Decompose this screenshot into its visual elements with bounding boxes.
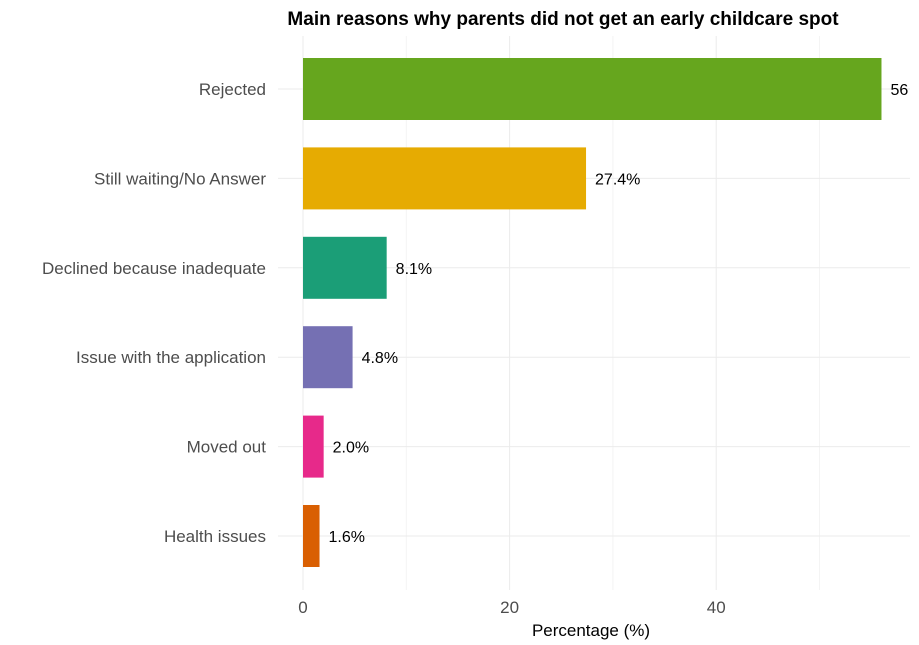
x-tick-label: 20 bbox=[500, 598, 519, 617]
category-label-health-issues: Health issues bbox=[164, 527, 266, 546]
chart-title: Main reasons why parents did not get an … bbox=[287, 9, 839, 30]
category-label-still-waiting-no-answer: Still waiting/No Answer bbox=[94, 169, 266, 188]
bars bbox=[303, 58, 882, 567]
x-tick-label: 40 bbox=[707, 598, 726, 617]
x-tick-label: 0 bbox=[298, 598, 307, 617]
bar-still-waiting-no-answer bbox=[303, 147, 587, 210]
bar-rejected bbox=[303, 58, 882, 120]
data-label-moved-out: 2.0% bbox=[333, 440, 369, 457]
category-labels: Rejected Still waiting/No Answer Declined … bbox=[42, 80, 266, 546]
data-label-still-waiting-no-answer: 27.4% bbox=[595, 171, 640, 188]
category-label-declined-because-inadequate: Declined because inadequate bbox=[42, 259, 266, 278]
data-label-issue-with-the-application: 4.8% bbox=[362, 350, 398, 367]
category-label-moved-out: Moved out bbox=[187, 438, 267, 457]
x-tick-labels: 0 20 40 bbox=[298, 598, 725, 617]
data-label-declined-because-inadequate: 8.1% bbox=[396, 261, 432, 278]
bar-declined-because-inadequate bbox=[303, 236, 387, 299]
bar-moved-out bbox=[303, 415, 324, 478]
bar-issue-with-the-application bbox=[303, 326, 353, 389]
x-axis-title: Percentage (%) bbox=[532, 621, 650, 640]
category-label-rejected: Rejected bbox=[199, 80, 266, 99]
data-labels: 56 27.4% 8.1% 4.8% 2.0% 1.6% bbox=[329, 82, 909, 546]
data-label-rejected: 56 bbox=[890, 82, 908, 99]
data-label-health-issues: 1.6% bbox=[329, 529, 365, 546]
bar-health-issues bbox=[303, 505, 320, 567]
category-label-issue-with-the-application: Issue with the application bbox=[76, 348, 266, 367]
